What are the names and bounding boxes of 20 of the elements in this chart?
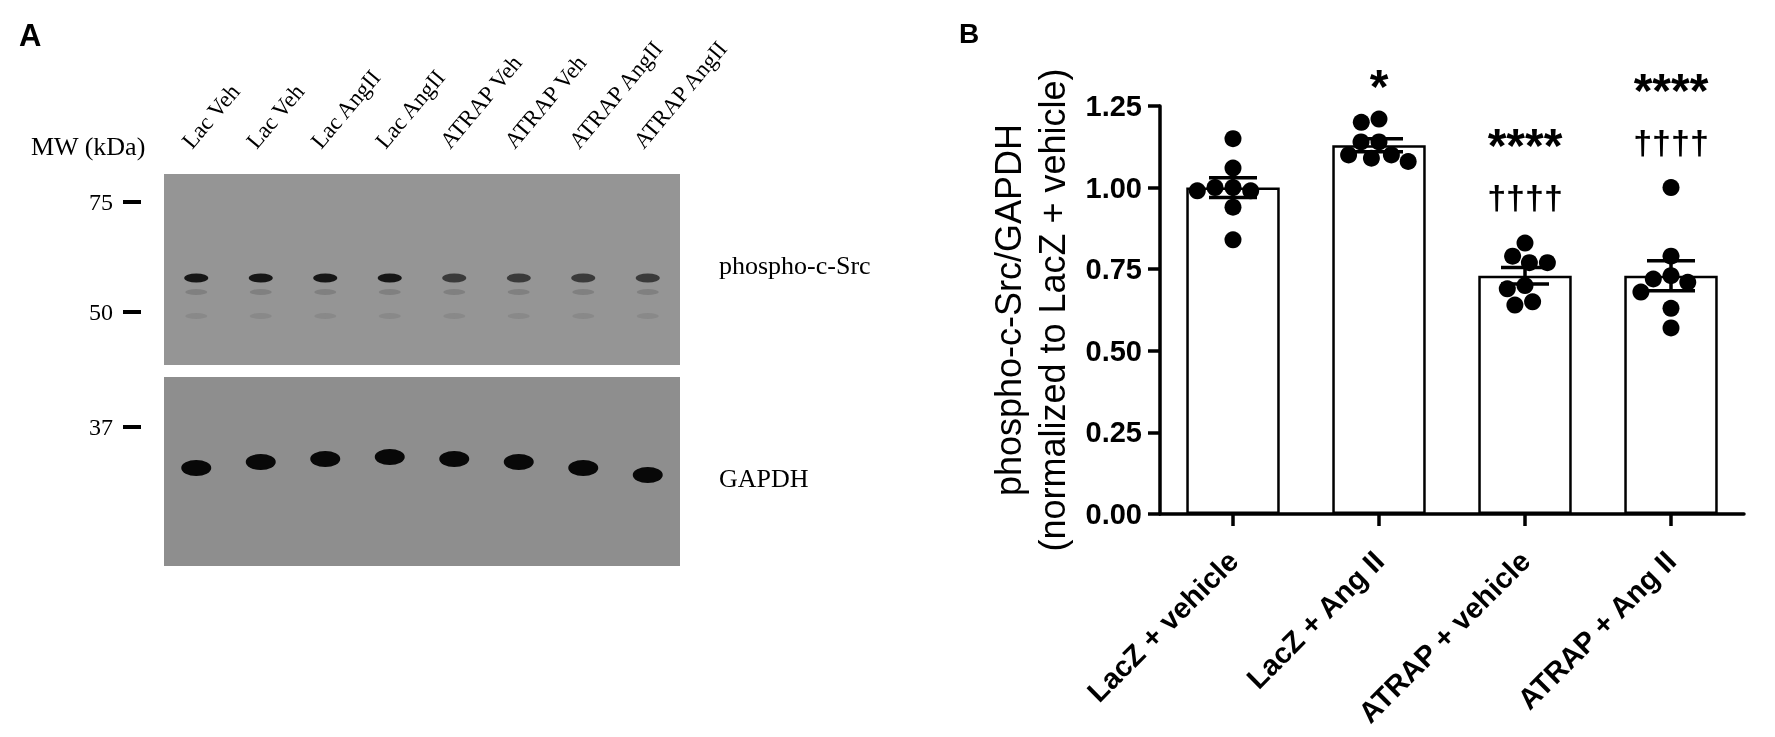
annotation: †††† bbox=[1487, 178, 1563, 216]
annotation: * bbox=[1369, 59, 1389, 113]
y-tick-label: 0.75 bbox=[1085, 253, 1142, 286]
y-tick-label: 0.00 bbox=[1085, 498, 1142, 530]
text: phospho-c-Src bbox=[719, 251, 871, 280]
text: A bbox=[19, 18, 42, 53]
annotation: **** bbox=[1633, 63, 1709, 117]
text: 37 bbox=[89, 414, 113, 440]
text: 75 bbox=[89, 189, 113, 215]
text: GAPDH bbox=[719, 464, 809, 493]
text: MW (kDa) bbox=[31, 132, 146, 161]
annotation: **** bbox=[1487, 118, 1563, 172]
y-tick-label: 1.25 bbox=[1085, 90, 1142, 122]
y-axis-title: phospho-c-Src/GAPDH (normalized to LacZ + vehicle) bbox=[988, 68, 1074, 552]
y-tick-label: 0.25 bbox=[1085, 416, 1142, 449]
chart-title: B bbox=[959, 17, 980, 49]
y-tick-label: 0.50 bbox=[1085, 334, 1142, 367]
text: 50 bbox=[89, 299, 113, 325]
y-tick-label: 1.00 bbox=[1085, 171, 1142, 204]
annotation: †††† bbox=[1633, 123, 1709, 161]
